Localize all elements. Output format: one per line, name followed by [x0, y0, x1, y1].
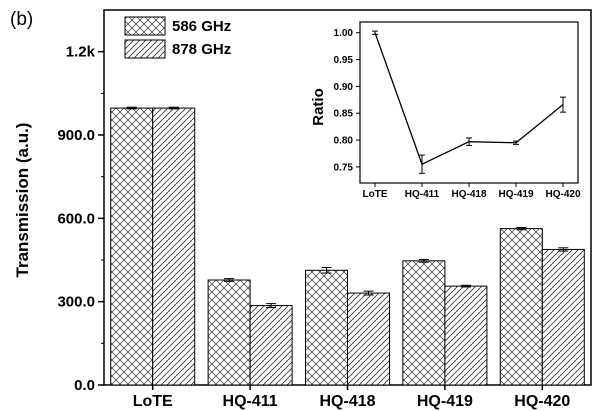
- legend: 586 GHz 878 GHz: [124, 16, 231, 59]
- inset-y-tick-label: 0.80: [334, 136, 354, 147]
- inset-y-tick-label: 0.95: [334, 55, 354, 66]
- legend-swatch-586: [124, 16, 166, 36]
- x-axis-labels: LoTE HQ-411 HQ-418 HQ-419 HQ-420: [133, 385, 570, 410]
- x-tick-label: HQ-411: [223, 393, 278, 410]
- y-tick-label: 900.0: [57, 127, 95, 144]
- x-tick-label: LoTE: [133, 393, 173, 410]
- inset-ratio-chart: Ratio 0.75 0.80 0.85 0.90 0.95 1.00 LoTE HQ-41…: [310, 21, 581, 200]
- inset-x-tick-label: HQ-419: [498, 189, 533, 200]
- bar: [444, 285, 488, 386]
- y-tick-label: 600.0: [57, 210, 95, 227]
- bar: [110, 107, 154, 386]
- inset-x-tick-label: LoTE: [363, 189, 388, 200]
- bar: [249, 305, 293, 386]
- legend-label-878: 878 GHz: [172, 41, 231, 58]
- inset-x-axis-labels: LoTE HQ-411 HQ-418 HQ-419 HQ-420: [363, 183, 581, 200]
- bar: [499, 228, 543, 386]
- inset-y-axis: 0.75 0.80 0.85 0.90 0.95 1.00: [334, 28, 360, 173]
- inset-y-tick-label: 0.75: [334, 162, 354, 173]
- bar: [347, 292, 390, 386]
- inset-y-tick-label: 1.00: [334, 28, 354, 39]
- bar: [207, 279, 251, 386]
- y-tick-label: 300.0: [57, 294, 95, 311]
- inset-x-tick-label: HQ-420: [545, 189, 580, 200]
- inset-x-tick-label: HQ-418: [451, 189, 486, 200]
- y-axis: 0.0 300.0 600.0 900.0 1.2k: [57, 44, 104, 394]
- inset-line-series: [372, 30, 566, 174]
- bar: [541, 248, 585, 386]
- inset-y-axis-label: Ratio: [310, 88, 327, 126]
- y-tick-label: 0.0: [74, 377, 95, 394]
- inset-y-tick-label: 0.90: [334, 82, 354, 93]
- bar-series: [110, 106, 585, 386]
- y-tick-label: 1.2k: [66, 44, 96, 61]
- bar: [305, 269, 348, 386]
- legend-swatch-878: [124, 39, 166, 59]
- inset-y-tick-label: 0.85: [334, 109, 354, 120]
- bar: [402, 260, 446, 386]
- panel-label: (b): [10, 9, 33, 30]
- bar: [152, 107, 196, 386]
- inset-x-tick-label: HQ-411: [405, 189, 440, 200]
- inset-frame: [359, 21, 579, 184]
- x-tick-label: HQ-419: [417, 393, 473, 410]
- y-axis-label: Transmission (a.u.): [13, 123, 32, 278]
- x-tick-label: HQ-420: [514, 393, 570, 410]
- x-tick-label: HQ-418: [319, 393, 375, 410]
- legend-label-586: 586 GHz: [172, 18, 231, 35]
